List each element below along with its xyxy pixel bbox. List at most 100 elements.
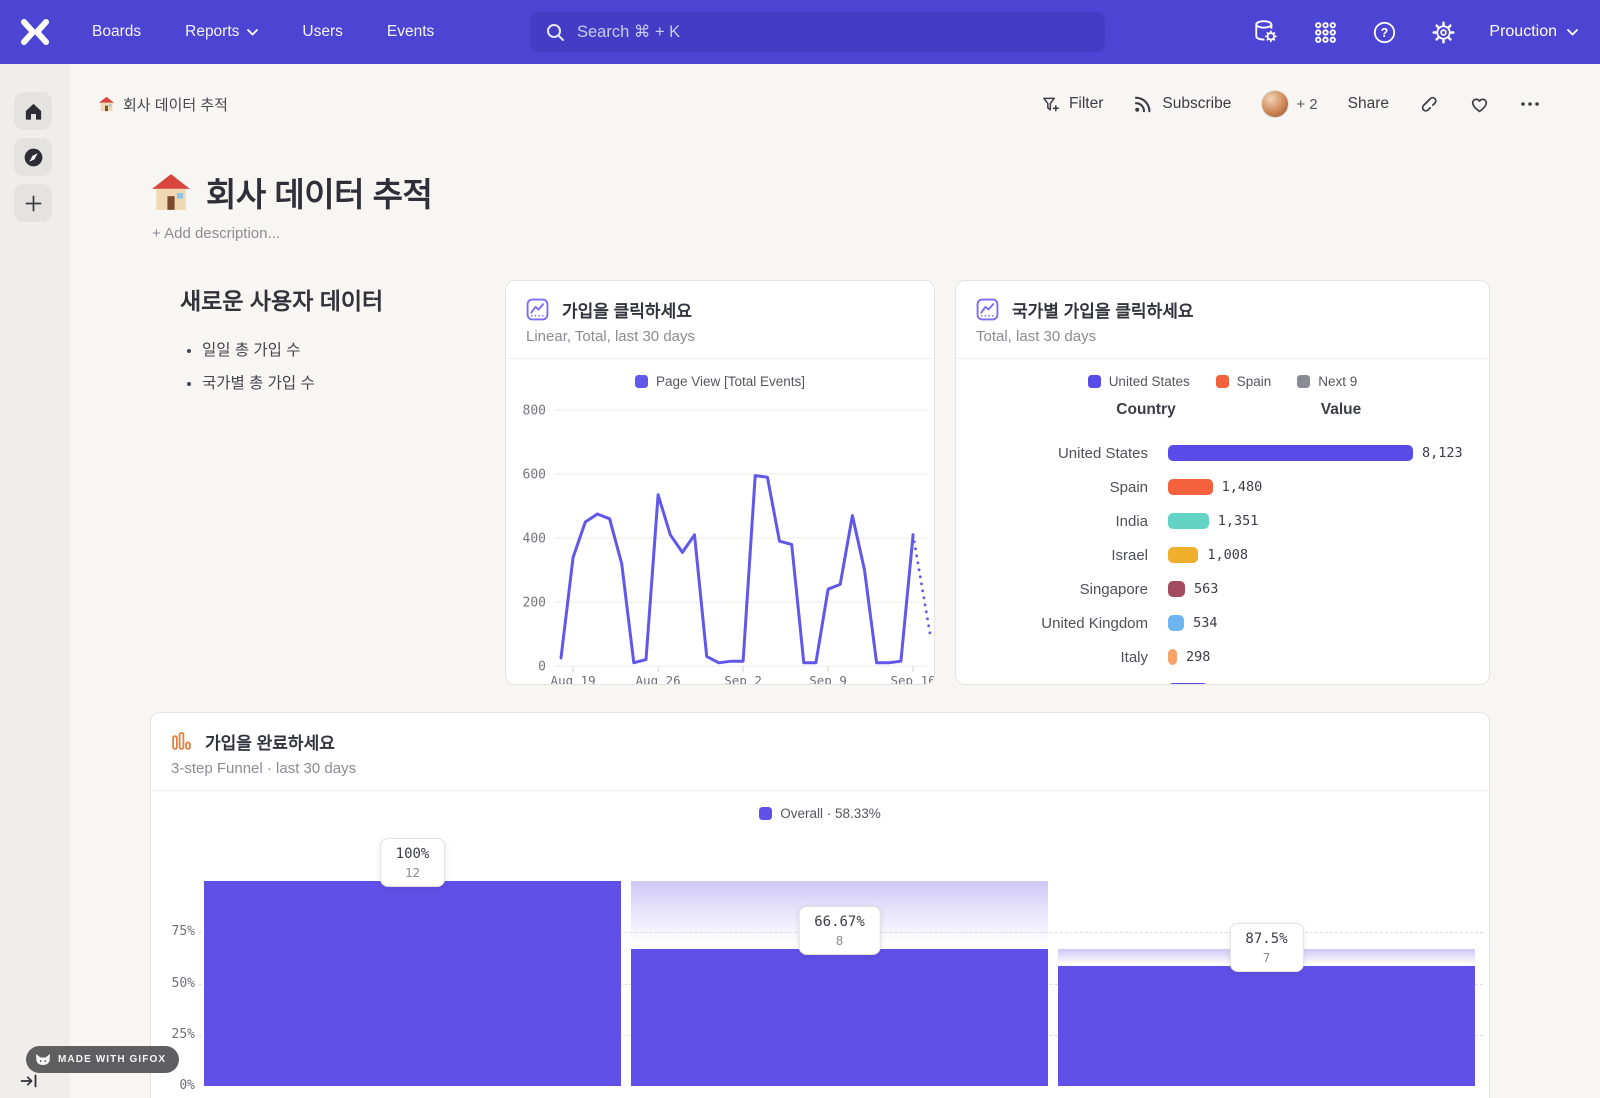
line-chart-plot[interactable]: 0 200 400 600 800 Aug 19 Aug 26 Sep 2 Sep 9 Sep 1… [506,386,935,685]
sidebar-home-button[interactable] [14,92,52,130]
funnel-header: 가입을 완료하세요 3-step Funnel · last 30 days [151,713,1489,791]
mixpanel-logo[interactable] [0,18,70,46]
collaborators[interactable]: + 2 [1261,90,1318,118]
country-label: Italy [1120,648,1148,666]
country-value: 1,351 [1217,513,1259,529]
svg-text:?: ? [1381,25,1389,39]
house-emoji-icon [98,96,115,112]
country-value: 8,123 [1422,445,1463,461]
nav-reports[interactable]: Reports [185,23,259,41]
search-input[interactable]: Search ⌘ + K [530,12,1105,52]
step-count: 12 [404,865,421,880]
line-chart-icon [526,298,549,321]
x-axis-tick: Aug 26 [636,673,681,685]
page-title[interactable]: 회사 데이터 추적 [206,176,433,213]
y-axis-tick: 0% [179,1078,195,1093]
nav-events[interactable]: Events [386,23,435,40]
country-label: India [1115,512,1148,530]
y-axis-tick: 400 [523,532,546,547]
y-axis-tick: 25% [171,1026,195,1042]
legend-item[interactable]: Next 9 [1297,374,1357,389]
text-card-list: 일일 총 가입 수 국가별 총 가입 수 [150,338,490,393]
add-description[interactable]: + Add description... [152,225,280,242]
y-axis-tick: 0 [538,660,546,675]
more-options-button[interactable] [1520,101,1540,107]
bar-chart-title[interactable]: 국가별 가입을 클릭하세요 [1012,302,1194,321]
compass-icon [24,148,42,166]
country-bar[interactable] [1168,649,1177,665]
breadcrumb[interactable]: 회사 데이터 추적 [98,94,228,115]
nav-reports-label: Reports [185,23,240,40]
line-series[interactable] [559,474,915,665]
line-chart-title[interactable]: 가입을 클릭하세요 [562,302,692,321]
favorite-button[interactable] [1469,94,1490,114]
gifox-badge[interactable]: MADE WITH GIFOX [26,1046,180,1073]
funnel-bar[interactable] [631,949,1048,1086]
share-button[interactable]: Share [1348,95,1389,113]
country-label: Singapore [1079,580,1148,598]
chevron-down-icon [247,28,259,35]
funnel-step-badge: 66.67% 8 [798,906,881,956]
y-axis-tick: 200 [523,596,546,611]
x-axis-tick: Sep 2 [724,673,762,685]
sidebar-add-button[interactable] [14,184,52,222]
sidebar-discover-button[interactable] [14,138,52,176]
copy-link-button[interactable] [1419,94,1439,114]
step-conversion-rate: 87.5% [1245,931,1288,948]
legend-item[interactable]: Spain [1215,374,1271,389]
country-bar[interactable] [1168,445,1413,461]
table-row: United Kingdom 534 [956,606,1489,640]
country-bar[interactable] [1168,547,1199,563]
legend-swatch [634,375,648,388]
gifox-label: MADE WITH GIFOX [58,1054,167,1065]
subscribe-button[interactable]: Subscribe [1133,94,1231,114]
bar-chart-columns: Country Value [956,401,1489,423]
legend-item[interactable]: United States [1087,374,1190,389]
bar-chart-header: 국가별 가입을 클릭하세요 Total, last 30 days [956,281,1489,359]
board-actions: Filter Subscribe + 2 Share [1041,90,1540,118]
board-header: 회사 데이터 추적 Filter Subscribe [70,80,1600,128]
line-chart-subtitle: Linear, Total, last 30 days [506,328,934,359]
avatar [1261,90,1290,118]
funnel-title[interactable]: 가입을 완료하세요 [205,734,335,753]
funnel-legend: Overall · 58.33% [151,806,1489,821]
table-row: Spain 1,480 [956,470,1489,504]
project-selector[interactable]: Prouction [1489,23,1578,41]
plus-icon [24,194,42,212]
search-icon [547,23,564,41]
country-bar[interactable] [1168,615,1185,631]
country-bar[interactable] [1168,683,1208,684]
country-bar[interactable] [1168,513,1209,529]
help-button[interactable]: ? [1371,19,1397,45]
help-icon: ? [1373,21,1395,43]
funnel-plot: 0% 25% 50% 75% 100% 12 66.67% 8 87.5% 7 [151,713,1489,1098]
funnel-bar[interactable] [1058,966,1475,1086]
x-axis-tick: Sep 9 [809,673,847,685]
country-bar[interactable] [1168,479,1213,495]
apps-grid-button[interactable] [1312,19,1338,45]
y-axis-tick: 800 [523,404,546,419]
home-icon [25,103,41,120]
apps-grid-icon [1314,21,1336,43]
country-label: Spain [1109,478,1148,496]
x-axis-tick: Aug 19 [551,673,596,685]
country-value: 298 [1185,649,1211,665]
funnel-step-badge: 100% 12 [379,838,446,887]
nav-users[interactable]: Users [302,23,343,40]
table-row: India 1,351 [956,504,1489,538]
sidebar-expand-toggle[interactable] [20,1072,39,1095]
bar-chart-rows: United States 8,123 Spain 1,480 India 1,351 Is… [956,436,1489,684]
filter-button[interactable]: Filter [1041,95,1103,114]
data-management-button[interactable] [1253,19,1279,45]
country-bar[interactable] [1168,581,1185,597]
funnel-bar[interactable] [204,881,621,1086]
settings-button[interactable] [1430,19,1456,45]
legend-label: Overall · 58.33% [780,806,881,821]
ellipsis-icon [1521,102,1539,106]
line-chart-card: 가입을 클릭하세요 Linear, Total, last 30 days Pa… [505,280,935,685]
line-chart-header: 가입을 클릭하세요 Linear, Total, last 30 days [506,281,934,359]
nav-boards[interactable]: Boards [92,23,142,40]
legend-label: Next 9 [1318,374,1358,389]
step-conversion-rate: 66.67% [814,914,865,931]
